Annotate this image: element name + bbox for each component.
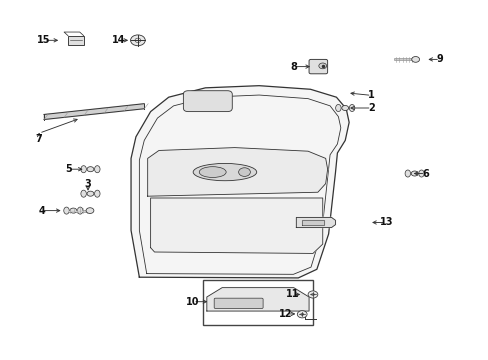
- Ellipse shape: [335, 104, 341, 112]
- Polygon shape: [302, 220, 323, 225]
- Text: 12: 12: [279, 309, 292, 319]
- Polygon shape: [206, 288, 308, 311]
- Text: 11: 11: [285, 289, 299, 300]
- Circle shape: [341, 105, 348, 111]
- Text: 15: 15: [37, 35, 51, 45]
- Polygon shape: [296, 217, 335, 228]
- Text: 6: 6: [421, 168, 428, 179]
- Circle shape: [87, 191, 94, 196]
- Polygon shape: [131, 86, 348, 278]
- Text: 2: 2: [367, 103, 374, 113]
- Ellipse shape: [81, 190, 86, 197]
- Circle shape: [70, 208, 77, 213]
- Ellipse shape: [81, 166, 86, 173]
- Polygon shape: [44, 104, 144, 120]
- Polygon shape: [147, 148, 327, 196]
- Text: 7: 7: [36, 134, 42, 144]
- Circle shape: [87, 167, 94, 172]
- Text: 3: 3: [84, 179, 91, 189]
- Ellipse shape: [94, 190, 100, 197]
- Ellipse shape: [404, 170, 410, 177]
- Ellipse shape: [199, 167, 225, 177]
- Circle shape: [307, 291, 317, 298]
- Ellipse shape: [348, 104, 354, 112]
- Circle shape: [238, 168, 250, 176]
- Text: 5: 5: [65, 164, 72, 174]
- FancyBboxPatch shape: [183, 91, 232, 112]
- FancyBboxPatch shape: [68, 36, 83, 45]
- Text: 10: 10: [186, 297, 200, 307]
- Circle shape: [86, 208, 94, 213]
- Circle shape: [297, 311, 306, 318]
- Ellipse shape: [193, 163, 256, 181]
- Circle shape: [410, 171, 417, 176]
- Text: 14: 14: [111, 35, 125, 45]
- Polygon shape: [150, 198, 322, 253]
- Text: 8: 8: [289, 62, 296, 72]
- Text: 1: 1: [367, 90, 374, 100]
- Bar: [203, 280, 312, 325]
- FancyBboxPatch shape: [214, 298, 263, 309]
- Ellipse shape: [94, 166, 100, 173]
- Circle shape: [130, 35, 145, 46]
- Circle shape: [318, 63, 326, 69]
- Ellipse shape: [63, 207, 69, 214]
- Ellipse shape: [418, 170, 424, 177]
- Circle shape: [411, 57, 419, 62]
- Text: 13: 13: [379, 217, 392, 228]
- Text: 9: 9: [436, 54, 443, 64]
- Text: 4: 4: [38, 206, 45, 216]
- Ellipse shape: [77, 207, 83, 214]
- FancyBboxPatch shape: [308, 59, 327, 74]
